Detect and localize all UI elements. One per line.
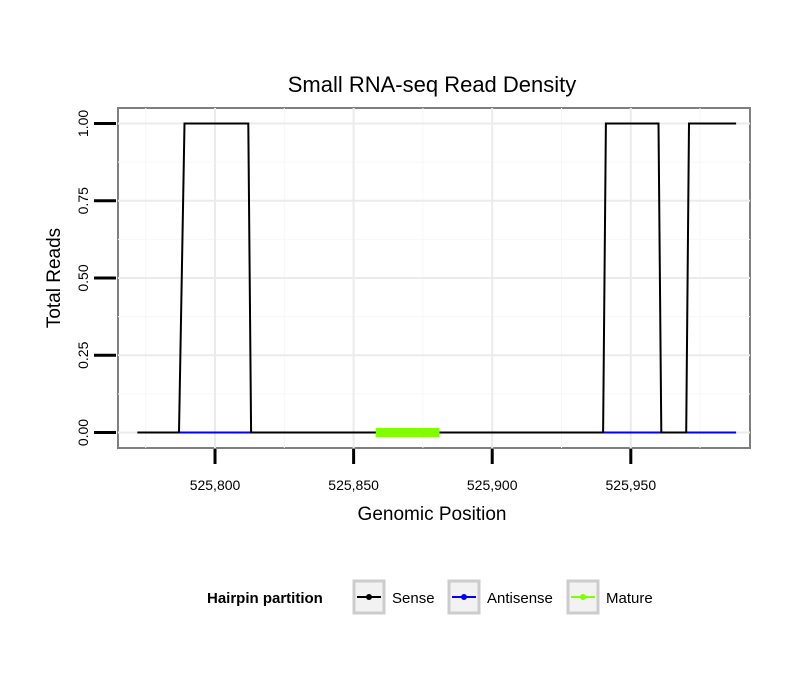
legend-point-sense: [366, 594, 372, 600]
legend-item-mature: Mature: [566, 579, 653, 615]
y-tick-label: 1.00: [75, 110, 91, 137]
legend: Hairpin partition Sense Antisense Mature: [207, 579, 653, 615]
x-tick-label: 525,950: [606, 477, 657, 493]
y-tick-label: 0.00: [75, 419, 91, 446]
legend-label-sense: Sense: [392, 590, 435, 607]
axes: 525,800 525,850 525,900 525,950 0.00 0.25 0.50…: [75, 110, 656, 493]
legend-point-antisense: [461, 594, 467, 600]
series-layer: [137, 122, 737, 437]
y-tick-label: 0.25: [75, 341, 91, 368]
y-tick-label: 0.75: [75, 187, 91, 214]
legend-item-antisense: Antisense: [447, 579, 553, 615]
legend-label-antisense: Antisense: [487, 590, 553, 607]
y-tick-label: 0.50: [75, 264, 91, 291]
x-tick-label: 525,800: [190, 477, 241, 493]
y-axis-title: Total Reads: [44, 228, 65, 328]
x-tick-label: 525,850: [328, 477, 379, 493]
x-tick-label: 525,900: [467, 477, 518, 493]
legend-title: Hairpin partition: [207, 590, 323, 607]
chart-title: Small RNA-seq Read Density: [288, 72, 577, 97]
x-axis-title: Genomic Position: [358, 504, 507, 525]
legend-point-mature: [580, 594, 586, 600]
legend-label-mature: Mature: [606, 590, 653, 607]
legend-item-sense: Sense: [352, 579, 435, 615]
series-line-sense: [137, 122, 737, 434]
